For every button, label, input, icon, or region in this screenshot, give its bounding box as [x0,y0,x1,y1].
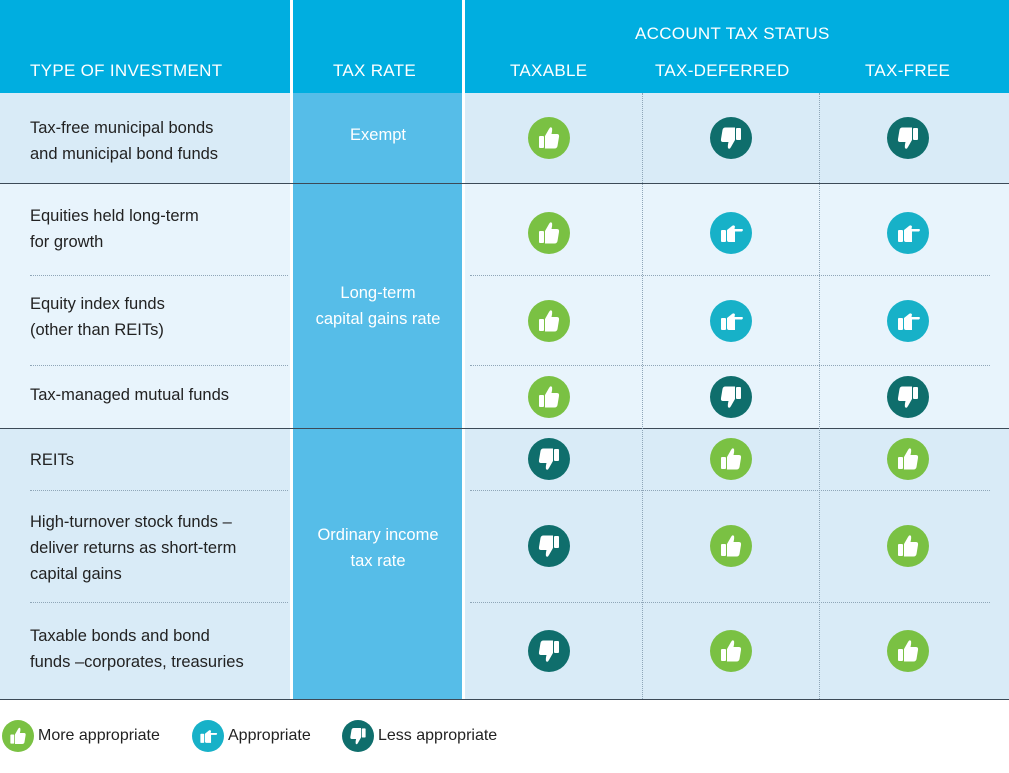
row-label-line: funds –corporates, treasuries [30,653,244,671]
tax-rate-text: tax rate [350,552,406,570]
pointing-hand-icon [192,720,224,752]
row-label-equity-index-funds: Equity index funds (other than REITs) [30,291,165,343]
header-divider [462,0,465,93]
header-divider [290,0,293,93]
legend-label: More appropriate [38,727,160,744]
row-label-line: Tax-managed mutual funds [30,386,230,404]
thumbs-up-icon [2,720,34,752]
row-dotted-divider [30,490,288,491]
row-label-line: Tax-free municipal bonds [30,119,214,137]
thumbs-down-icon [710,117,752,159]
thumbs-up-icon [887,630,929,672]
column-dotted-divider [642,93,643,699]
thumbs-down-icon [528,630,570,672]
row-label-line: REITs [30,451,75,469]
row-label-line: capital gains [30,565,122,583]
tax-rate-text: Exempt [350,126,406,144]
pointing-hand-icon [887,300,929,342]
row-label-line: and municipal bond funds [30,145,219,163]
legend-label: Less appropriate [378,727,498,744]
column-header-tax-free: TAX-FREE [865,61,951,80]
column-dotted-divider [819,93,820,699]
row-group-long-term [0,184,1009,428]
thumbs-down-icon [710,376,752,418]
column-divider [290,93,293,699]
thumbs-up-icon [528,376,570,418]
thumbs-up-icon [887,438,929,480]
thumbs-up-icon [887,525,929,567]
row-label-high-turnover-funds: High-turnover stock funds – deliver retu… [30,509,236,587]
tax-rate-text: Long-term [340,284,416,302]
row-dotted-divider [470,365,990,366]
row-label-equities-long-term: Equities held long-term for growth [30,203,199,255]
tax-rate-ordinary-income: Ordinary income tax rate [293,522,463,574]
row-dotted-divider [470,602,990,603]
row-group-ordinary-income [0,429,1009,699]
row-dotted-divider [30,365,288,366]
row-label-line: Equities held long-term [30,207,199,225]
thumbs-down-icon [887,117,929,159]
tax-rate-long-term-capital-gains: Long-term capital gains rate [293,280,463,332]
pointing-hand-icon [887,212,929,254]
row-dotted-divider [470,490,990,491]
column-divider [462,93,465,699]
account-tax-status-heading: ACCOUNT TAX STATUS [635,24,830,43]
tax-rate-text: capital gains rate [315,310,441,328]
thumbs-down-icon [528,438,570,480]
pointing-hand-icon [710,212,752,254]
legend-label: Appropriate [228,727,311,744]
row-label-municipal-bonds: Tax-free municipal bonds and municipal b… [30,115,218,167]
thumbs-up-icon [528,300,570,342]
column-header-tax-deferred: TAX-DEFERRED [655,61,790,80]
thumbs-up-icon [710,525,752,567]
table-header: ACCOUNT TAX STATUS TYPE OF INVESTMENT TA… [0,0,1009,93]
tax-rate-column [293,93,463,699]
thumbs-up-icon [710,630,752,672]
pointing-hand-icon [710,300,752,342]
row-label-line: High-turnover stock funds – [30,513,232,531]
table-bottom-border [0,699,1009,700]
row-label-line: deliver returns as short-term [30,539,237,557]
row-dotted-divider [30,275,288,276]
row-dotted-divider [470,275,990,276]
row-label-line: Taxable bonds and bond [30,627,210,645]
row-label-line: Equity index funds [30,295,165,313]
group-divider [0,183,1009,184]
thumbs-down-icon [887,376,929,418]
thumbs-down-icon [528,525,570,567]
row-label-taxable-bonds: Taxable bonds and bond funds –corporates… [30,623,244,675]
tax-rate-text: Ordinary income [317,526,439,544]
thumbs-up-icon [528,117,570,159]
column-header-tax-rate: TAX RATE [333,61,417,80]
thumbs-up-icon [710,438,752,480]
row-dotted-divider [30,602,288,603]
row-label-line: (other than REITs) [30,321,164,339]
group-divider [0,428,1009,429]
row-group-exempt [0,93,1009,183]
row-label-reits: REITs [30,447,74,473]
thumbs-down-icon [342,720,374,752]
thumbs-up-icon [528,212,570,254]
tax-rate-exempt: Exempt [293,122,463,148]
column-header-taxable: TAXABLE [510,61,588,80]
row-label-line: for growth [30,233,104,251]
column-header-type-of-investment: TYPE OF INVESTMENT [30,61,223,80]
row-label-tax-managed-funds: Tax-managed mutual funds [30,382,229,408]
